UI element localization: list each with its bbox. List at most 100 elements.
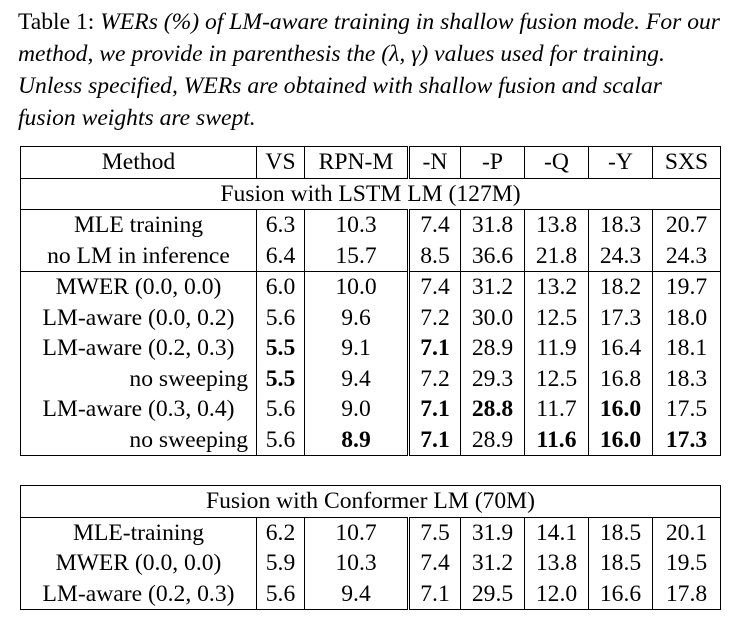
method-cell: no LM in inference	[47, 242, 230, 269]
value-cell: 10.3	[304, 209, 409, 241]
value-cell: 7.4	[407, 271, 461, 303]
value-cell: 13.2	[524, 271, 589, 303]
value-cell: 17.3	[652, 424, 721, 456]
value-cell: 7.4	[407, 209, 461, 241]
table-row: LM-aware (0.0, 0.2) 5.6 9.6 7.2 30.0 12.5 17.3…	[21, 302, 721, 333]
method-cell: MWER (0.0, 0.0)	[55, 550, 222, 577]
value-cell: 16.4	[588, 333, 653, 364]
table-caption: Table 1: WERs (%) of LM-aware training i…	[18, 6, 724, 134]
value-cell: 29.5	[460, 578, 525, 610]
value-cell: 12.0	[524, 578, 589, 610]
table-row: MWER (0.0, 0.0) 6.0 10.0 7.4 31.2 13.2 18.2 19.…	[20, 271, 721, 303]
value-cell: 31.2	[460, 271, 525, 303]
table-row: LM-aware (0.3, 0.4) 5.6 9.0 7.1 28.8 11.7 16.0…	[21, 394, 721, 425]
value-cell: 6.2	[256, 516, 305, 548]
value-cell: 18.5	[588, 548, 653, 579]
value-cell: 18.0	[652, 302, 721, 333]
value-cell: 10.7	[304, 516, 409, 548]
value-cell: 20.1	[652, 516, 721, 548]
value-cell: 9.4	[304, 363, 409, 394]
value-cell: 21.8	[524, 240, 589, 272]
value-cell: 9.1	[304, 333, 409, 364]
value-cell: 28.8	[460, 394, 525, 425]
value-cell: 13.8	[524, 548, 589, 579]
value-cell: 5.6	[256, 394, 305, 425]
results-table-conformer: Fusion with Conformer LM (70M) MLE-train…	[20, 485, 721, 610]
method-cell: MLE training	[20, 209, 257, 241]
table-row: MLE training 6.3 10.3 7.4 31.8 13.8 18.3 20.7	[20, 209, 721, 241]
table-row: no sweeping 5.6 8.9 7.1 28.9 11.6 16.0 17.3	[21, 424, 721, 456]
value-cell: 11.7	[524, 394, 589, 425]
caption-text: WERs (%) of LM-aware training in shallow…	[18, 9, 720, 131]
method-cell: LM-aware (0.2, 0.3)	[42, 335, 235, 362]
value-cell: 7.1	[407, 578, 461, 610]
method-cell: MLE-training	[20, 516, 257, 548]
header-p: -P	[460, 146, 525, 178]
value-cell: 7.1	[407, 333, 461, 364]
value-cell: 10.0	[304, 271, 409, 303]
header-row: Method VS RPN-M -N -P -Q -Y SXS	[21, 146, 721, 178]
method-cell: LM-aware (0.3, 0.4)	[42, 396, 235, 423]
header-y: -Y	[588, 146, 653, 178]
value-cell: 31.8	[460, 209, 525, 241]
value-cell: 19.5	[652, 548, 721, 579]
value-cell: 17.3	[588, 302, 653, 333]
header-q: -Q	[524, 146, 589, 178]
value-cell: 17.5	[652, 394, 721, 425]
method-cell: LM-aware (0.0, 0.2)	[42, 304, 235, 331]
value-cell: 5.6	[256, 424, 305, 456]
value-cell: 18.1	[652, 333, 721, 364]
table-row: no LM in inference 6.4 15.7 8.5 36.6 21.8 24.3…	[21, 240, 721, 272]
value-cell: 12.5	[524, 363, 589, 394]
value-cell: 11.6	[524, 424, 589, 456]
value-cell: 10.3	[304, 548, 409, 579]
value-cell: 9.6	[304, 302, 409, 333]
section-title-conformer: Fusion with Conformer LM (70M)	[206, 488, 535, 515]
table-row: MWER (0.0, 0.0) 5.9 10.3 7.4 31.2 13.8 18.5 19.…	[21, 548, 721, 579]
table-row: LM-aware (0.2, 0.3) 5.5 9.1 7.1 28.9 11.9 16.4…	[21, 333, 721, 364]
value-cell: 9.0	[304, 394, 409, 425]
header-sxs: SXS	[652, 146, 721, 178]
value-cell: 11.9	[524, 333, 589, 364]
value-cell: 8.5	[407, 240, 461, 272]
value-cell: 5.5	[256, 333, 305, 364]
value-cell: 13.8	[524, 209, 589, 241]
header-method: Method	[101, 149, 176, 176]
method-cell: no sweeping	[129, 426, 248, 453]
value-cell: 31.2	[460, 548, 525, 579]
value-cell: 5.5	[256, 363, 305, 394]
value-cell: 17.8	[652, 578, 721, 610]
value-cell: 24.3	[588, 240, 653, 272]
value-cell: 24.3	[652, 240, 721, 272]
table-row: LM-aware (0.2, 0.3) 5.6 9.4 7.1 29.5 12.0 16.6…	[21, 578, 721, 610]
value-cell: 6.4	[256, 240, 305, 272]
value-cell: 6.3	[256, 209, 305, 241]
value-cell: 5.6	[256, 578, 305, 610]
value-cell: 18.3	[652, 363, 721, 394]
value-cell: 16.0	[588, 394, 653, 425]
value-cell: 18.2	[588, 271, 653, 303]
value-cell: 18.3	[588, 209, 653, 241]
value-cell: 16.8	[588, 363, 653, 394]
table-row: no sweeping 5.5 9.4 7.2 29.3 12.5 16.8 18.3	[21, 363, 721, 394]
header-vs: VS	[256, 146, 305, 178]
value-cell: 6.0	[256, 271, 305, 303]
value-cell: 7.5	[407, 516, 461, 548]
value-cell: 16.0	[588, 424, 653, 456]
method-cell: MWER (0.0, 0.0)	[20, 271, 257, 303]
value-cell: 9.4	[304, 578, 409, 610]
value-cell: 12.5	[524, 302, 589, 333]
section-title-row: Fusion with LSTM LM (127M)	[20, 177, 721, 210]
value-cell: 29.3	[460, 363, 525, 394]
section-title-row: Fusion with Conformer LM (70M)	[21, 486, 721, 518]
value-cell: 31.9	[460, 516, 525, 548]
value-cell: 16.6	[588, 578, 653, 610]
value-cell: 7.1	[407, 394, 461, 425]
value-cell: 28.9	[460, 333, 525, 364]
header-n: -N	[407, 146, 461, 178]
value-cell: 7.4	[407, 548, 461, 579]
results-table-lstm: Method VS RPN-M -N -P -Q -Y SXS Fusion w…	[20, 146, 721, 456]
value-cell: 36.6	[460, 240, 525, 272]
header-rpn-m: RPN-M	[304, 146, 409, 178]
value-cell: 15.7	[304, 240, 409, 272]
